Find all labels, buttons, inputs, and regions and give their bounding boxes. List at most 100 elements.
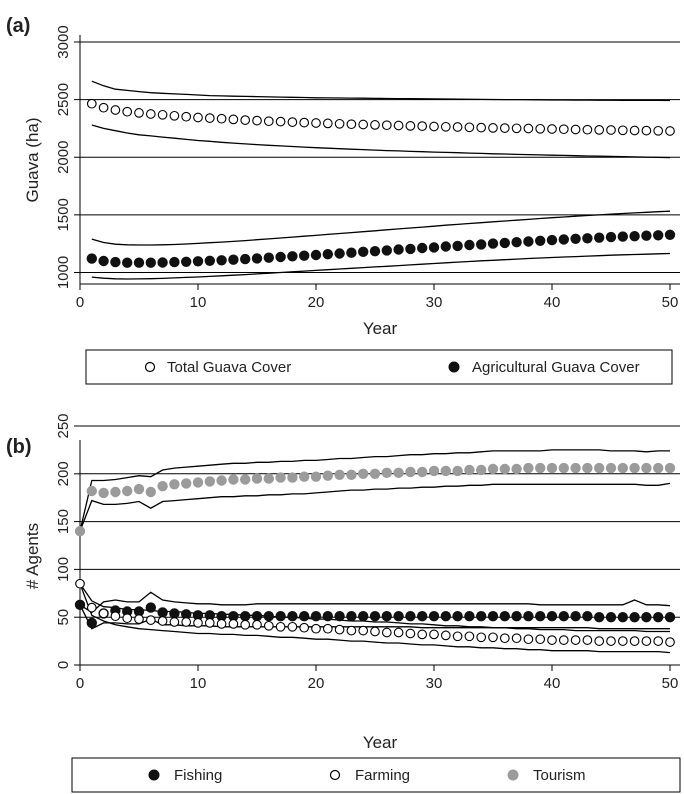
panel-b-fishing-point-18 [287,611,298,622]
panel-a-agricultural-guava-cover-point-29 [417,242,428,254]
panel-a-total-guava-cover-point-47 [629,125,640,136]
panel-b-fishing-point-20 [310,611,322,622]
panel-b-tourism-point-47 [629,462,640,474]
panel-a-total-guava-cover-point-49 [653,125,664,136]
panel-b-tourism-point-12 [216,475,227,486]
panel-a-y-tick-label-2000: 2000 [55,141,72,174]
panel-a-total-guava-cover-point-32 [452,122,463,132]
panel-a-total-guava-cover-point-26 [381,120,392,131]
panel-a-agricultural-guava-cover-point-8 [169,256,180,268]
panel-a-total-guava-cover-point-50 [665,126,675,136]
legend-label-farming: Farming [355,767,410,784]
panel-b-farming-point-18 [287,621,298,632]
legend-label-total-guava-cover: Total Guava Cover [167,359,291,376]
panel-a-total-guava-cover-point-48 [641,125,652,136]
panel-b-fishing-point-23 [346,611,357,622]
panel-a-total-guava-cover-point-16 [263,116,274,127]
panel-b-farming-point-5 [134,614,144,624]
panel-a-total-guava-cover-point-19 [299,117,310,128]
panel-b-tourism-point-45 [605,462,617,474]
panel-a-total-guava-cover-point-37 [511,123,522,134]
panel-b-farming-point-45 [606,636,616,646]
panel-b: (b) 0 50 100 150 200 250 0 10 20 30 40 50 Year # A… [6,413,681,793]
panel-a-agricultural-guava-cover-point-50 [664,229,676,241]
panel-b-farming-point-49 [653,636,664,646]
panel-b-fishing-point-45 [605,612,617,623]
panel-b-tourism-point-32 [452,465,463,477]
panel-b-fishing-point-48 [641,612,652,623]
panel-b-fishing-point-17 [275,611,286,622]
panel-b-farming-point-27 [393,627,404,638]
panel-b-points [74,462,676,647]
panel-b-tourism-point-17 [275,472,286,483]
panel-b-farming-point-48 [641,636,652,646]
panel-a-agricultural-guava-cover-point-42 [570,233,581,245]
panel-a-total-guava-cover-point-34 [476,122,487,133]
panel-b-tourism-point-7 [157,481,168,492]
legend-marker-agricultural-guava-cover [448,361,460,373]
panel-b-fishing-point-25 [369,611,381,622]
panel-b-y-tick-label-250: 250 [55,413,72,438]
panel-a-legend-box [85,349,673,385]
panel-a-total-guava-cover-point-44 [594,125,605,135]
panel-b-y-tick-label-50: 50 [55,609,72,626]
panel-a-confidence-bands [91,80,671,280]
panel-a-total-guava-cover-point-28 [405,121,416,131]
panel-a-x-tick-label-10: 10 [190,294,207,311]
panel-a-total-guava-cover-point-22 [334,118,345,129]
panel-a-total-guava-cover-point-3 [110,105,121,115]
panel-b-fishing-point-40 [546,611,558,622]
panel-b-fishing-point-47 [629,612,640,623]
panel-b-farming-point-41 [558,635,569,645]
panel-b-farming-point-11 [204,618,215,628]
panel-b-x-tick-label-0: 0 [76,675,84,692]
legend-label-fishing: Fishing [174,767,222,784]
panel-b-legend: Fishing Farming Tourism [71,757,681,793]
panel-b-x-tick-label-50: 50 [662,675,679,692]
panel-b-farming-lower-bound-line [79,583,671,654]
panel-a-agricultural-guava-cover-point-10 [192,256,204,267]
panel-a-total-guava-cover-point-1 [86,98,97,109]
panel-b-farming-point-19 [299,622,310,633]
panel-b-tourism-point-1 [86,485,98,497]
panel-b-tourism-point-41 [558,462,570,474]
panel-b-tourism-point-11 [204,476,216,487]
panel-a-agricultural-guava-cover-point-37 [511,236,522,248]
panel-a-total-guava-cover-point-29 [417,121,428,131]
panel-b-tourism-point-36 [499,463,511,475]
panel-b-tourism-point-27 [393,467,404,479]
panel-a-agricultural-guava-cover-point-19 [299,250,310,261]
panel-b-y-axis-title: # Agents [23,523,42,589]
panel-a-agricultural-guava-cover-point-2 [98,255,109,267]
panel-a-total-guava-cover-point-27 [393,120,404,131]
panel-a-agricultural-guava-cover-point-21 [322,248,334,260]
panel-b-tourism-point-34 [476,464,487,476]
panel-a-total-guava-cover-point-46 [617,125,628,136]
panel-a-total-guava-cover-point-43 [582,124,593,135]
panel-a-agricultural-guava-cover-point-49 [653,230,664,241]
panel-a-y-ticks: 1000 1500 2000 2500 3000 [55,25,80,289]
panel-b-fishing-point-29 [417,611,428,622]
legend-marker-tourism [507,769,519,781]
panel-a-total-guava-cover-point-21 [322,118,333,129]
panel-b-farming-point-33 [464,631,475,642]
panel-a-agricultural-guava-cover-point-47 [629,230,640,242]
panel-b-fishing-point-1 [86,617,98,629]
panel-b-x-tick-label-40: 40 [544,675,561,692]
panel-b-farming-point-32 [452,631,463,642]
panel-b-farming-point-7 [157,616,168,626]
panel-b-x-tick-label-10: 10 [190,675,207,692]
panel-a-agricultural-guava-cover-point-44 [594,232,605,243]
panel-a-agricultural-guava-cover-point-38 [523,236,534,247]
panel-b-farming-point-2 [98,608,109,619]
panel-b-fishing-point-33 [464,611,475,622]
panel-a-agricultural-guava-cover-point-30 [428,242,440,253]
panel-b-tourism-point-23 [346,469,357,481]
panel-b-tourism-point-38 [523,462,534,474]
panel-a-agricultural-guava-cover-point-12 [216,255,227,266]
panel-a-agricultural-guava-cover-point-9 [180,256,192,268]
panel-a-agricultural-guava-cover-point-27 [393,244,404,255]
panel-a-agricultural-guava-cover-point-36 [499,237,511,249]
panel-b-tourism-point-31 [440,465,452,477]
